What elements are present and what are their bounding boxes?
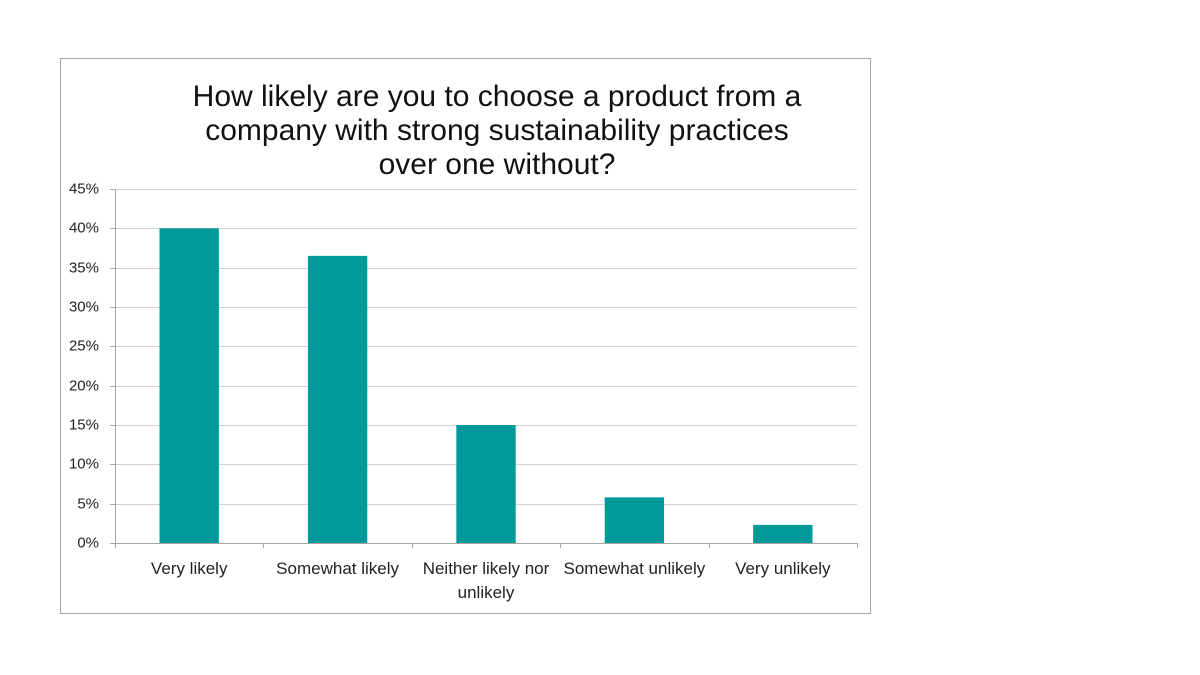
x-tick-label: Somewhat likely xyxy=(276,559,399,578)
bar xyxy=(604,497,665,543)
y-tick-label: 40% xyxy=(69,219,99,236)
y-tick-label: 25% xyxy=(69,337,99,354)
y-tick-label: 15% xyxy=(69,416,99,433)
y-tick-label: 0% xyxy=(77,534,99,551)
x-tick-label: Somewhat unlikely xyxy=(563,559,706,578)
y-tick-label: 10% xyxy=(69,455,99,472)
y-tick-label: 35% xyxy=(69,259,99,276)
y-tick-label: 45% xyxy=(69,180,99,197)
y-tick-label: 30% xyxy=(69,298,99,315)
chart-title: How likely are you to choose a product f… xyxy=(192,80,802,181)
y-tick-label: 20% xyxy=(69,377,99,394)
x-tick-label: Neither likely nor unlikely xyxy=(422,559,550,602)
x-tick-label: Very likely xyxy=(150,559,228,578)
bar xyxy=(753,524,813,543)
bar xyxy=(159,228,219,544)
bar xyxy=(307,255,368,543)
x-tick-label: Very unlikely xyxy=(735,559,831,578)
bar xyxy=(456,425,516,543)
y-tick-label: 5% xyxy=(77,495,99,512)
